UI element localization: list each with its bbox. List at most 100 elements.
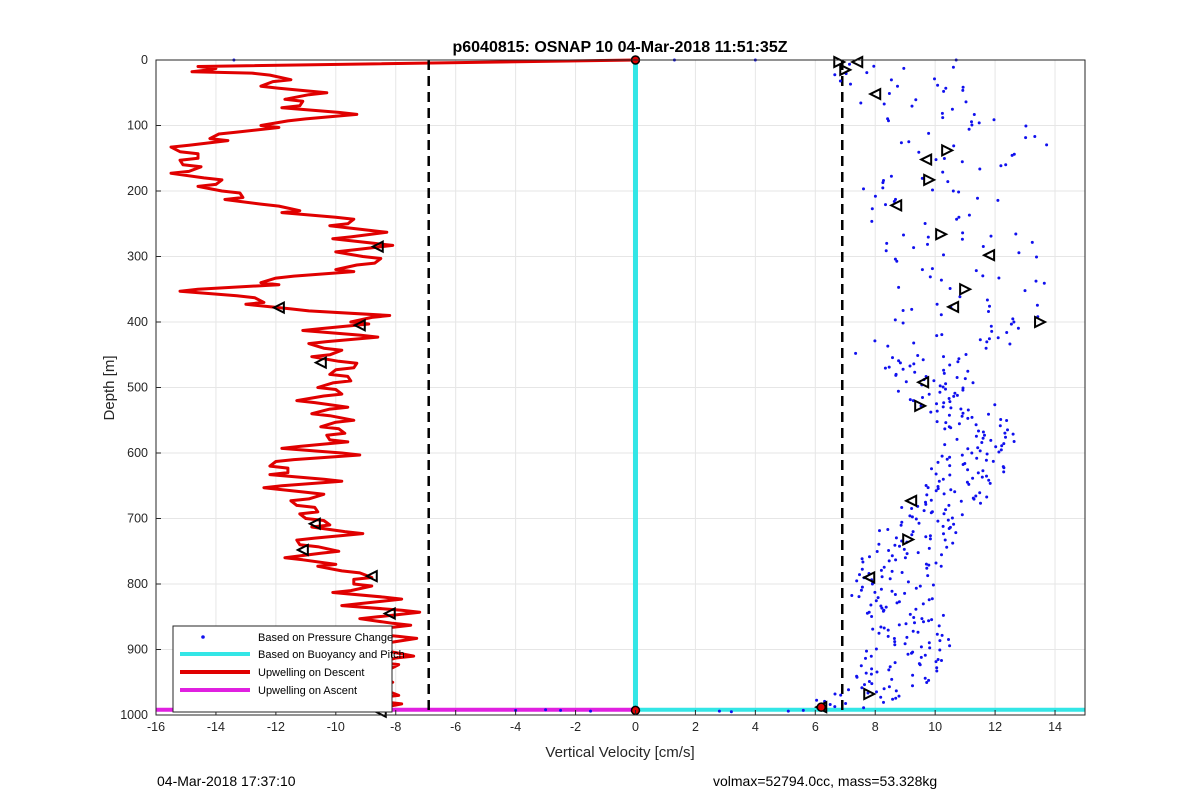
pressure-point — [882, 700, 885, 704]
pressure-point — [923, 653, 927, 657]
pressure-point — [879, 695, 883, 699]
pressure-point — [887, 685, 891, 689]
descent-marker — [382, 606, 396, 621]
pressure-point — [833, 692, 837, 696]
axes: -16 -14 -12 -10 -8 -6 -4 -2 0 2 4 6 8 10 12 14 0 100 200 30… — [120, 53, 1086, 734]
pressure-point — [947, 397, 951, 400]
x-tick-label: -6 — [450, 720, 461, 734]
pressure-point — [916, 354, 920, 357]
pressure-point — [880, 575, 884, 579]
pressure-point — [1035, 303, 1039, 307]
pressure-point — [861, 560, 865, 564]
pressure-point — [1034, 279, 1038, 283]
pressure-point — [978, 491, 982, 495]
x-tick-label: -2 — [570, 720, 581, 734]
pressure-point — [941, 613, 945, 617]
ascent-marker — [839, 63, 853, 77]
pressure-point — [989, 234, 993, 238]
pressure-point — [874, 647, 878, 651]
pressure-point — [897, 623, 901, 627]
pressure-point — [942, 89, 946, 93]
pressure-point — [1000, 444, 1004, 448]
pressure-point — [989, 324, 993, 328]
pressure-point — [916, 551, 920, 555]
pressure-point — [996, 336, 1000, 340]
pressure-point — [815, 698, 819, 702]
pressure-point — [888, 577, 892, 581]
pressure-point — [891, 697, 895, 701]
pressure-point — [923, 222, 927, 225]
x-tick-label: 14 — [1048, 720, 1062, 734]
x-tick-label: -8 — [390, 720, 401, 734]
pressure-point — [960, 237, 964, 241]
pressure-point — [943, 538, 947, 542]
pressure-point — [927, 641, 931, 645]
pressure-point — [1008, 342, 1012, 346]
pressure-point — [940, 659, 943, 662]
pressure-point — [945, 457, 949, 461]
pressure-point — [928, 646, 932, 650]
pressure-point — [955, 393, 959, 397]
pressure-point — [966, 468, 970, 472]
pressure-point — [870, 615, 874, 618]
pressure-point — [927, 546, 931, 550]
legend-descent-label: Upwelling on Descent — [258, 667, 364, 679]
pressure-point — [881, 181, 885, 185]
pressure-point — [985, 298, 989, 302]
pressure-point — [914, 517, 918, 521]
y-tick-label: 1000 — [120, 708, 148, 722]
pressure-point — [890, 677, 894, 681]
pressure-point — [1024, 124, 1028, 128]
pressure-point — [944, 421, 948, 425]
pressure-point — [953, 490, 957, 494]
pressure-point — [937, 479, 941, 483]
pressure-point — [859, 101, 863, 105]
pressure-point — [920, 176, 924, 180]
pressure-point — [981, 245, 985, 248]
pressure-point — [1014, 232, 1018, 236]
ascent-marker — [863, 687, 877, 701]
pressure-point — [980, 441, 984, 444]
pressure-point — [867, 680, 871, 683]
pressure-point — [947, 503, 951, 507]
pressure-point — [942, 492, 946, 496]
pressure-point — [890, 569, 894, 573]
pressure-point — [870, 207, 874, 211]
pressure-point — [966, 369, 970, 373]
pressure-point — [974, 269, 978, 273]
pressure-point — [885, 241, 889, 245]
pressure-point — [910, 533, 914, 537]
pressure-point — [894, 373, 898, 377]
pressure-point — [958, 295, 962, 299]
pressure-point — [981, 430, 985, 434]
pressure-point — [945, 545, 949, 549]
pressure-point — [983, 433, 986, 437]
pressure-point — [839, 693, 843, 697]
pressure-point — [905, 635, 909, 639]
pressure-point — [1011, 432, 1015, 436]
pressure-point — [951, 65, 955, 69]
pressure-point — [961, 463, 965, 466]
ascent-marker — [935, 227, 949, 241]
pressure-point — [1006, 428, 1009, 432]
pressure-point — [940, 633, 944, 637]
pressure-point — [910, 651, 913, 655]
pressure-point — [960, 160, 964, 164]
legend-pressure-marker — [201, 635, 205, 639]
pressure-point — [919, 655, 923, 659]
x-tick-label: -10 — [327, 720, 345, 734]
pressure-point — [870, 582, 874, 586]
pressure-point — [544, 708, 548, 712]
x-tick-label: 0 — [632, 720, 639, 734]
pressure-point — [988, 481, 992, 485]
ascent-marker — [959, 282, 973, 296]
pressure-point — [927, 678, 931, 682]
pressure-point — [865, 649, 868, 653]
pressure-point — [881, 186, 885, 190]
pressure-point — [946, 180, 950, 184]
x-tick-label: 2 — [692, 720, 699, 734]
pressure-point — [887, 559, 891, 563]
pressure-point — [892, 200, 896, 203]
pressure-point — [929, 410, 933, 414]
pressure-point — [1011, 317, 1015, 321]
